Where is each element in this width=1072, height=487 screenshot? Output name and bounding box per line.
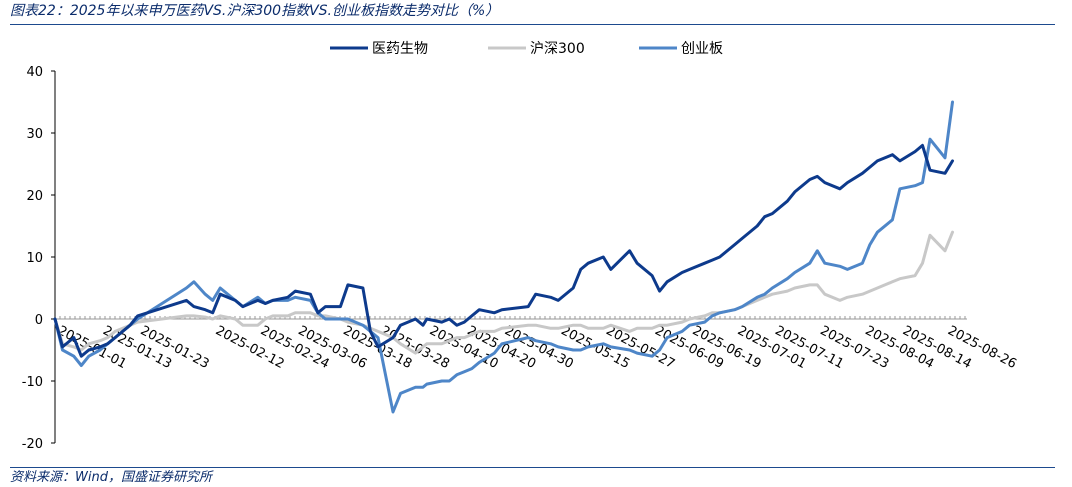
title-rule xyxy=(10,24,1055,25)
legend-label: 医药生物 xyxy=(372,41,428,57)
series-lines xyxy=(53,100,954,414)
legend-label: 沪深300 xyxy=(530,41,585,57)
figure-title: 图表22：2025年以来申万医药VS.沪深300指数VS.创业板指数走势对比（%… xyxy=(10,3,500,19)
y-tick-label: -20 xyxy=(22,437,43,452)
y-tick-label: 10 xyxy=(26,251,43,266)
series-line xyxy=(53,230,954,355)
y-tick-label: -10 xyxy=(22,375,43,390)
source-note: 资料来源：Wind，国盛证券研究所 xyxy=(10,470,212,485)
chart-legend: 医药生物 沪深300 创业板 xyxy=(330,41,723,57)
source-rule xyxy=(10,467,1055,468)
legend-label: 创业板 xyxy=(681,41,723,57)
y-tick-label: 40 xyxy=(26,65,43,80)
y-tick-label: 30 xyxy=(26,127,43,142)
y-tick-label: 0 xyxy=(35,313,43,328)
series-line xyxy=(53,100,954,414)
chart-axes: -20-100102030402025-01-012025-01-132025-… xyxy=(22,65,1019,452)
y-tick-label: 20 xyxy=(26,189,43,204)
series-line xyxy=(53,143,954,358)
